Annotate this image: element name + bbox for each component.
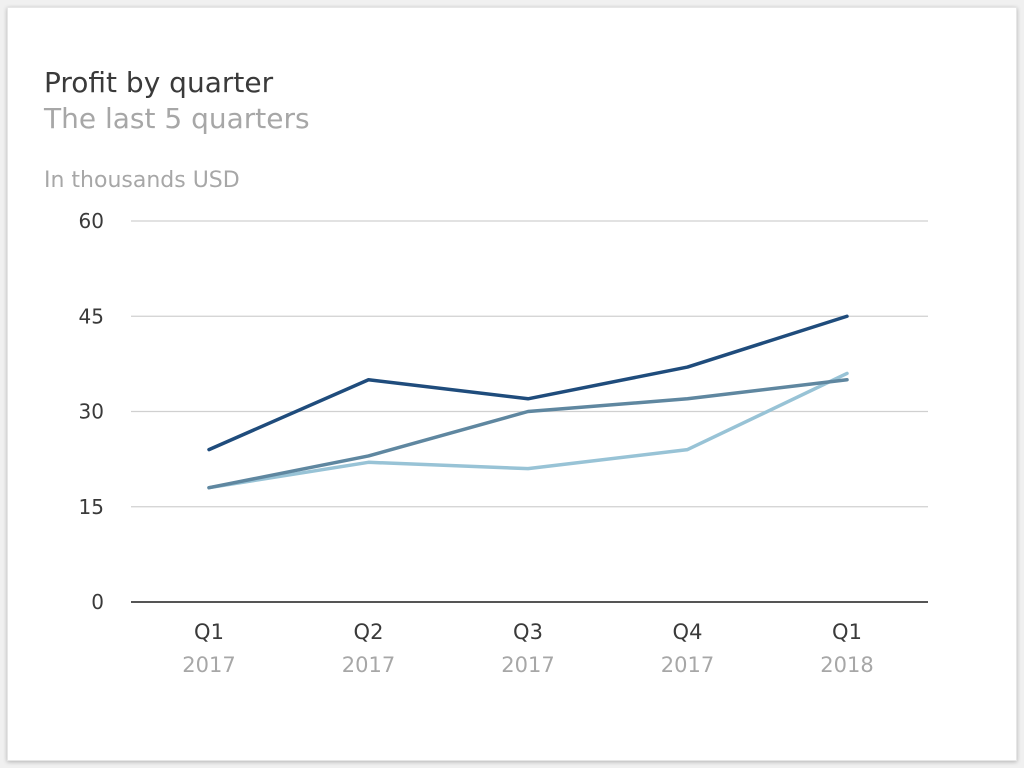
y-tick-label: 0: [91, 590, 104, 614]
chart-card: Profit by quarter The last 5 quarters In…: [7, 7, 1017, 761]
chart-title: Profit by quarter: [44, 66, 274, 99]
chart-subtitle: The last 5 quarters: [44, 102, 310, 135]
series-line: [207, 314, 849, 452]
x-tick-year: 2017: [182, 653, 235, 677]
line-chart: 0 15 30 45 60 Q1 2017 Q2 2017 Q3 2017 Q4 2017 Q1 2018: [79, 209, 928, 677]
x-tick-quarter: Q3: [513, 620, 543, 644]
y-axis-label: In thousands USD: [44, 168, 240, 193]
series-line: [207, 371, 849, 490]
x-tick-quarter: Q4: [673, 620, 703, 644]
y-tick-label: 30: [79, 400, 104, 424]
y-tick-label: 15: [79, 495, 104, 519]
x-tick-quarter: Q1: [194, 620, 224, 644]
x-tick-quarter: Q1: [832, 620, 862, 644]
y-tick-label: 45: [79, 304, 104, 328]
x-tick-year: 2017: [342, 653, 395, 677]
x-tick-quarter: Q2: [354, 620, 384, 644]
x-tick-year: 2018: [820, 653, 873, 677]
x-tick-year: 2017: [501, 653, 554, 677]
x-tick-year: 2017: [661, 653, 714, 677]
series-line: [207, 378, 849, 490]
y-tick-label: 60: [79, 209, 104, 233]
